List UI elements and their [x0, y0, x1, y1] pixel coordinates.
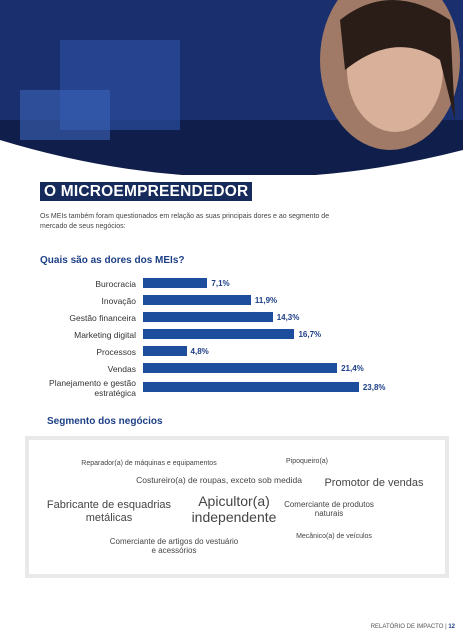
category-label: Processos [96, 346, 136, 357]
intro-text: Os MEIs também foram questionados em rel… [40, 213, 330, 230]
bar [143, 312, 273, 322]
word: Comerciante de produtos naturais [284, 500, 374, 519]
footer-label: RELATÓRIO DE IMPACTO [370, 624, 444, 630]
bar-row: Gestão financeira 14,3% [0, 309, 463, 326]
category-label: Marketing digital [74, 329, 136, 340]
bar-row: Planejamento e gestão estratégica 23,8% [0, 377, 463, 398]
word: Reparador(a) de máquinas e equipamentos [81, 460, 217, 467]
word: Apicultor(a) independente [191, 493, 277, 526]
bar [143, 278, 208, 288]
cover-photo [0, 0, 463, 175]
category-label: Planejamento e gestão estratégica [49, 377, 136, 398]
word: Pipoqueiro(a) [285, 458, 329, 465]
bar [143, 346, 187, 356]
word: Promotor de vendas [324, 477, 424, 489]
value-label: 21,4% [341, 364, 364, 373]
footer: RELATÓRIO DE IMPACTO | 12 [370, 624, 455, 630]
value-label: 23,8% [362, 383, 386, 392]
segment-title: Segmento dos negócios [47, 416, 163, 427]
bar [143, 363, 338, 373]
value-label: 4,8% [190, 347, 209, 356]
bar-row: Vendas 21,4% [0, 360, 463, 377]
bar [143, 382, 359, 392]
value-label: 11,9% [254, 296, 278, 305]
chart-title: Quais são as dores dos MEIs? [40, 255, 185, 266]
value-label: 16,7% [298, 330, 322, 339]
word-cloud-box: Reparador(a) de máquinas e equipamentos … [25, 436, 449, 578]
word: Fabricante de esquadrias metálicas [46, 499, 172, 524]
category-label: Inovação [101, 295, 137, 306]
bar-row: Burocracia 7,1% [0, 275, 463, 292]
bar [143, 295, 251, 305]
bar-row: Inovação 11,9% [0, 292, 463, 309]
bar-row: Processos 4,8% [0, 343, 463, 360]
bar-row: Marketing digital 16,7% [0, 326, 463, 343]
value-label: 14,3% [276, 313, 300, 322]
word: Comerciante de artigos do vestuário e ac… [109, 537, 239, 556]
category-label: Burocracia [95, 278, 136, 289]
word: Costureiro(a) de roupas, exceto sob medi… [136, 475, 302, 485]
section-title: O MICROEMPREENDEDOR [40, 182, 253, 201]
word: Mecânico(a) de veículos [296, 533, 372, 540]
category-label: Gestão financeira [69, 312, 136, 323]
page-number: 12 [448, 624, 455, 630]
category-label: Vendas [107, 363, 136, 374]
bar [143, 329, 295, 339]
value-label: 7,1% [211, 279, 230, 288]
